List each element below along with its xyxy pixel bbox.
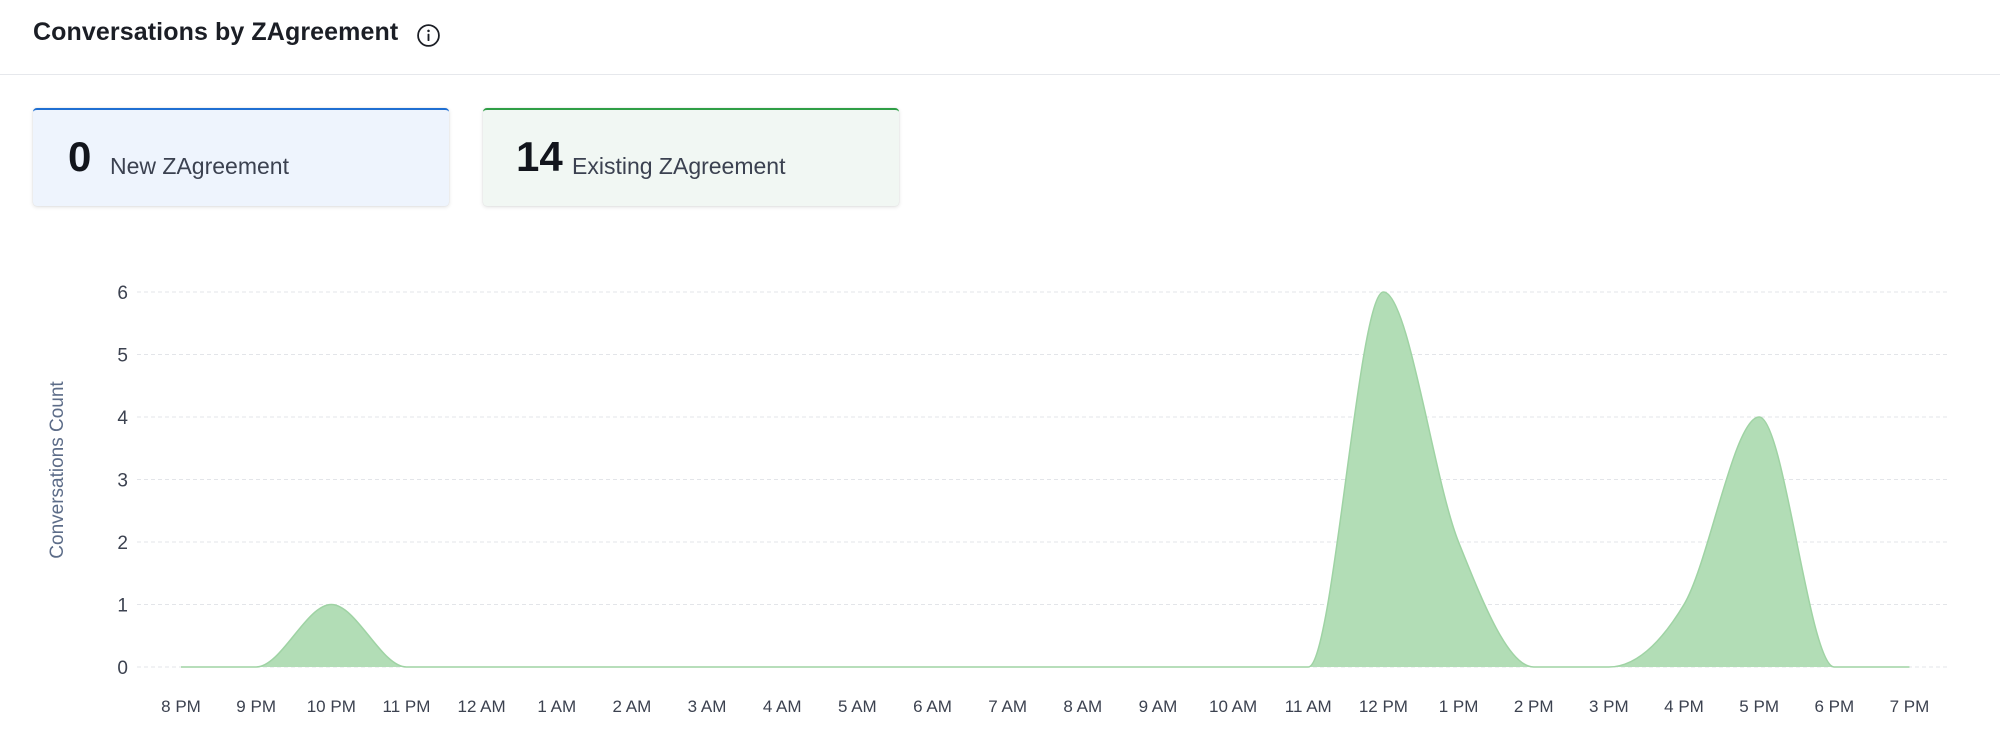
x-tick-label: 2 PM [1514,697,1554,716]
x-tick-label: 9 PM [236,697,276,716]
data-point[interactable] [1305,664,1311,670]
x-tick-label: 5 PM [1739,697,1779,716]
x-tick-label: 11 PM [383,697,431,716]
y-tick-label: 2 [117,533,128,554]
x-tick-label: 1 PM [1439,697,1479,716]
y-tick-label: 5 [117,346,128,367]
data-point[interactable] [1155,664,1161,670]
data-point[interactable] [1906,664,1912,670]
x-tick-label: 6 PM [1814,697,1854,716]
y-tick-label: 1 [117,596,128,617]
x-tick-label: 2 AM [613,697,652,716]
data-point[interactable] [253,664,259,670]
data-point[interactable] [1831,664,1837,670]
conversations-area-chart: 0 1 2 3 4 5 6 8 PM 9 PM 10 PM 11 PM 12 AM 1 AM 2 AM 3… [47,283,1950,716]
x-tick-label: 3 AM [688,697,727,716]
data-point[interactable] [1606,664,1612,670]
data-point[interactable] [403,664,409,670]
data-point[interactable] [1380,289,1386,295]
x-tick-label: 7 PM [1890,697,1930,716]
x-tick-label: 3 PM [1589,697,1629,716]
x-axis-ticks: 8 PM 9 PM 10 PM 11 PM 12 AM 1 AM 2 AM 3 AM 4 AM 5… [161,697,1929,716]
x-tick-label: 1 AM [537,697,576,716]
data-point[interactable] [1005,664,1011,670]
data-point[interactable] [854,664,860,670]
y-tick-label: 3 [117,471,128,492]
data-point[interactable] [554,664,560,670]
area-line [181,291,1910,668]
data-point[interactable] [479,664,485,670]
y-tick-label: 4 [117,408,128,429]
data-point[interactable] [779,664,785,670]
y-tick-label: 0 [117,658,128,679]
data-point[interactable] [1456,539,1462,545]
x-tick-label: 11 AM [1285,697,1332,716]
data-point[interactable] [1681,602,1687,608]
existing-zagreement-card[interactable]: 14 Existing ZAgreement [483,108,899,206]
data-point[interactable] [178,664,184,670]
existing-zagreement-count: 14 [516,133,563,180]
data-point[interactable] [328,602,334,608]
y-tick-label: 6 [117,283,128,304]
data-point[interactable] [1756,414,1762,420]
x-tick-label: 12 PM [1359,697,1408,716]
area-fill [181,292,1910,667]
data-point[interactable] [704,664,710,670]
x-tick-label: 10 PM [307,697,356,716]
info-icon[interactable] [416,23,441,48]
x-tick-label: 8 PM [161,697,201,716]
data-point[interactable] [1080,664,1086,670]
x-tick-label: 4 AM [763,697,802,716]
x-tick-label: 5 AM [838,697,877,716]
data-point[interactable] [1531,664,1537,670]
widget-header: Conversations by ZAgreement [0,0,2000,75]
x-tick-label: 9 AM [1139,697,1178,716]
x-tick-label: 8 AM [1063,697,1102,716]
area-series [178,289,1912,670]
x-tick-label: 12 AM [457,697,505,716]
data-point[interactable] [629,664,635,670]
new-zagreement-count: 0 [68,133,92,180]
x-tick-label: 10 AM [1209,697,1257,716]
x-tick-label: 7 AM [988,697,1027,716]
data-point[interactable] [930,664,936,670]
new-zagreement-card[interactable]: 0 New ZAgreement [33,108,449,206]
x-tick-label: 4 PM [1664,697,1704,716]
x-tick-label: 6 AM [913,697,952,716]
existing-zagreement-label: Existing ZAgreement [572,153,786,179]
new-zagreement-label: New ZAgreement [110,153,289,179]
y-axis-label: Conversations Count [47,381,68,559]
grid-lines [137,291,1950,668]
y-axis-ticks: 0 1 2 3 4 5 6 [117,283,128,679]
widget-title: Conversations by ZAgreement [33,18,399,46]
data-point[interactable] [1230,664,1236,670]
